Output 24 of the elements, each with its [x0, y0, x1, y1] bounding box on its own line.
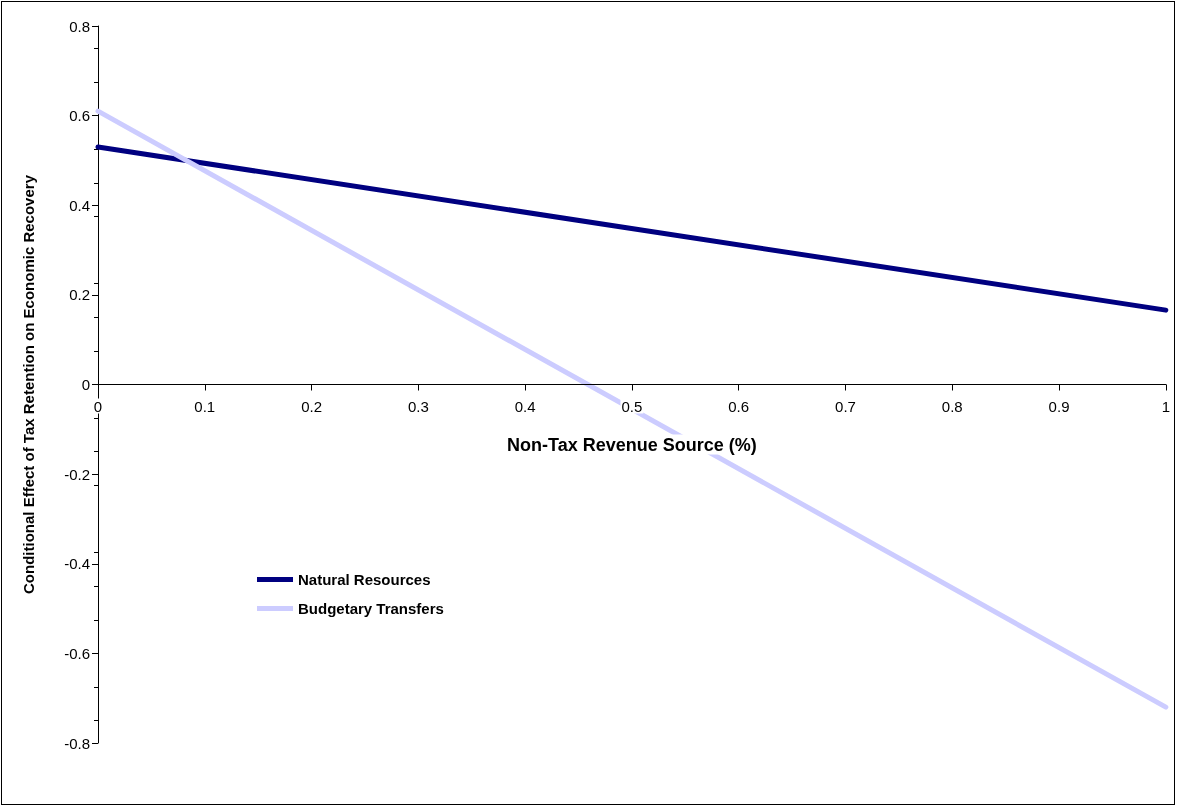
y-tick-label: -0.6 [64, 644, 90, 662]
legend-label: Natural Resources [298, 571, 431, 588]
y-tick-label: 0.2 [69, 286, 90, 304]
y-tick-label: 0.8 [69, 17, 90, 35]
x-tick-label: 0.9 [1048, 397, 1070, 415]
y-tick-label: 0 [81, 376, 90, 393]
x-tick-label: 0.8 [941, 397, 963, 415]
y-tick-label: 0.6 [69, 107, 90, 125]
x-tick-label: 0.1 [194, 397, 216, 415]
x-axis-title: Non-Tax Revenue Source (%) [507, 434, 757, 455]
y-tick-label: 0.4 [69, 196, 90, 214]
y-tick-label: -0.8 [64, 734, 90, 752]
y-axis-title: Conditional Effect of Tax Retention on Economic Recovery [20, 174, 37, 594]
x-tick-label: 0 [93, 397, 103, 415]
x-tick-label: 0.3 [407, 397, 429, 415]
y-tick-label: -0.4 [64, 555, 90, 573]
legend-label: Budgetary Transfers [298, 600, 444, 617]
x-tick-label: 0.2 [301, 397, 322, 415]
y-tick-label: -0.2 [64, 465, 90, 483]
x-tick-label: 0.6 [728, 397, 750, 415]
x-tick-label: 0.7 [835, 397, 856, 415]
x-tick-label: 0.5 [621, 397, 643, 415]
x-tick-label: 0.4 [514, 397, 536, 415]
x-tick-label: 1 [1161, 397, 1170, 415]
